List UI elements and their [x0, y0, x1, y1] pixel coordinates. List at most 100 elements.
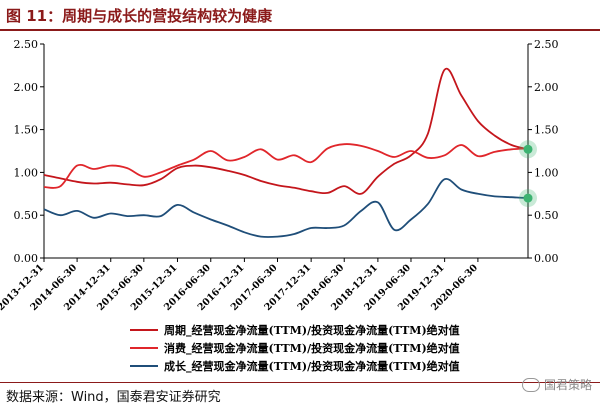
data-point-cycle [260, 180, 262, 182]
data-point-growth [176, 204, 178, 206]
y-tick-label-right: 0.50 [534, 209, 559, 222]
data-point-consumer [326, 147, 328, 149]
data-point-growth [276, 235, 278, 237]
data-point-cycle [477, 120, 479, 122]
data-point-consumer [427, 157, 429, 159]
data-point-consumer [159, 171, 161, 173]
data-point-consumer [110, 164, 112, 166]
data-point-growth [126, 215, 128, 217]
data-point-cycle [443, 68, 445, 70]
data-point-consumer [276, 158, 278, 160]
data-point-growth [326, 227, 328, 229]
data-point-growth [159, 215, 161, 217]
data-point-consumer [377, 150, 379, 152]
y-tick-label-right: 2.00 [534, 81, 559, 94]
data-point-cycle [43, 174, 45, 176]
data-point-cycle [510, 144, 512, 146]
data-point-cycle [126, 183, 128, 185]
data-point-consumer [293, 154, 295, 156]
series-line-consumer [43, 143, 529, 189]
y-tick-label-right: 1.00 [534, 166, 559, 179]
legend-label-cycle: 周期_经营现金净流量(TTM)/投资现金净流量(TTM)绝对值 [164, 323, 460, 338]
data-point-cycle [410, 154, 412, 156]
data-point-consumer [76, 164, 78, 166]
data-point-consumer [243, 156, 245, 158]
data-point-consumer [93, 168, 95, 170]
data-point-consumer [126, 167, 128, 169]
data-point-consumer [360, 145, 362, 147]
title-divider [0, 29, 600, 31]
data-point-growth [393, 229, 395, 231]
data-point-consumer [443, 154, 445, 156]
data-point-cycle [293, 187, 295, 189]
data-point-growth [343, 224, 345, 226]
data-point-growth [310, 227, 312, 229]
data-point-growth [243, 231, 245, 233]
data-point-cycle [226, 169, 228, 171]
data-point-consumer [494, 151, 496, 153]
footer-divider [0, 382, 600, 383]
highlight-marker-growth [523, 193, 533, 203]
data-point-growth [43, 208, 45, 210]
data-point-cycle [76, 181, 78, 183]
data-point-consumer [260, 148, 262, 150]
data-point-growth [193, 211, 195, 213]
y-tick-label-right: 0.00 [534, 252, 559, 265]
page-title: 图 11：周期与成长的营投结构较为健康 [6, 7, 273, 25]
data-point-consumer [176, 164, 178, 166]
data-point-growth [110, 212, 112, 214]
y-tick-label-left: 2.00 [14, 81, 39, 94]
data-point-growth [477, 193, 479, 195]
data-point-growth [360, 210, 362, 212]
data-point-growth [494, 195, 496, 197]
data-point-growth [226, 224, 228, 226]
watermark-label: 国君策略 [543, 378, 592, 392]
data-point-consumer [143, 175, 145, 177]
data-point-growth [410, 218, 412, 220]
data-point-cycle [159, 178, 161, 180]
data-point-growth [76, 210, 78, 212]
data-point-consumer [43, 186, 45, 188]
data-point-cycle [176, 167, 178, 169]
plot-area: 0.00 0.00 0.50 0.50 1.00 1.00 1.50 1.50 2.00 2.00… [0, 38, 559, 374]
data-point-consumer [393, 156, 395, 158]
y-tick-label-left: 0.50 [14, 209, 39, 222]
data-point-consumer [510, 148, 512, 150]
y-tick-label-left: 2.50 [14, 38, 39, 51]
legend-label-consumer: 消费_经营现金净流量(TTM)/投资现金净流量(TTM)绝对值 [164, 341, 460, 356]
data-point-consumer [310, 161, 312, 163]
data-point-growth [377, 201, 379, 203]
data-point-consumer [477, 155, 479, 157]
data-point-consumer [210, 150, 212, 152]
data-point-growth [59, 214, 61, 216]
y-tick-label-right: 2.50 [534, 38, 559, 51]
y-tick-label-left: 0.00 [14, 252, 39, 265]
data-point-consumer [343, 143, 345, 145]
data-point-consumer [59, 185, 61, 187]
data-point-cycle [343, 185, 345, 187]
data-point-cycle [276, 184, 278, 186]
data-point-cycle [110, 181, 112, 183]
data-point-cycle [377, 175, 379, 177]
watermark: 国君策略 [521, 376, 592, 393]
y-tick-label-right: 1.50 [534, 124, 559, 137]
data-point-cycle [326, 192, 328, 194]
data-point-cycle [460, 94, 462, 96]
highlight-marker-cycle [523, 144, 533, 154]
series-line-cycle [43, 67, 529, 195]
data-point-cycle [210, 166, 212, 168]
data-point-cycle [193, 164, 195, 166]
data-point-growth [143, 214, 145, 216]
data-point-consumer [226, 159, 228, 161]
data-point-growth [293, 233, 295, 235]
data-point-growth [210, 218, 212, 220]
data-point-growth [510, 196, 512, 198]
data-point-cycle [427, 133, 429, 135]
series-line-growth [43, 177, 529, 238]
y-tick-label-left: 1.00 [14, 166, 39, 179]
data-point-growth [93, 217, 95, 219]
data-point-growth [460, 188, 462, 190]
y-tick-label-left: 1.50 [14, 124, 39, 137]
data-point-growth [260, 235, 262, 237]
data-point-cycle [243, 174, 245, 176]
